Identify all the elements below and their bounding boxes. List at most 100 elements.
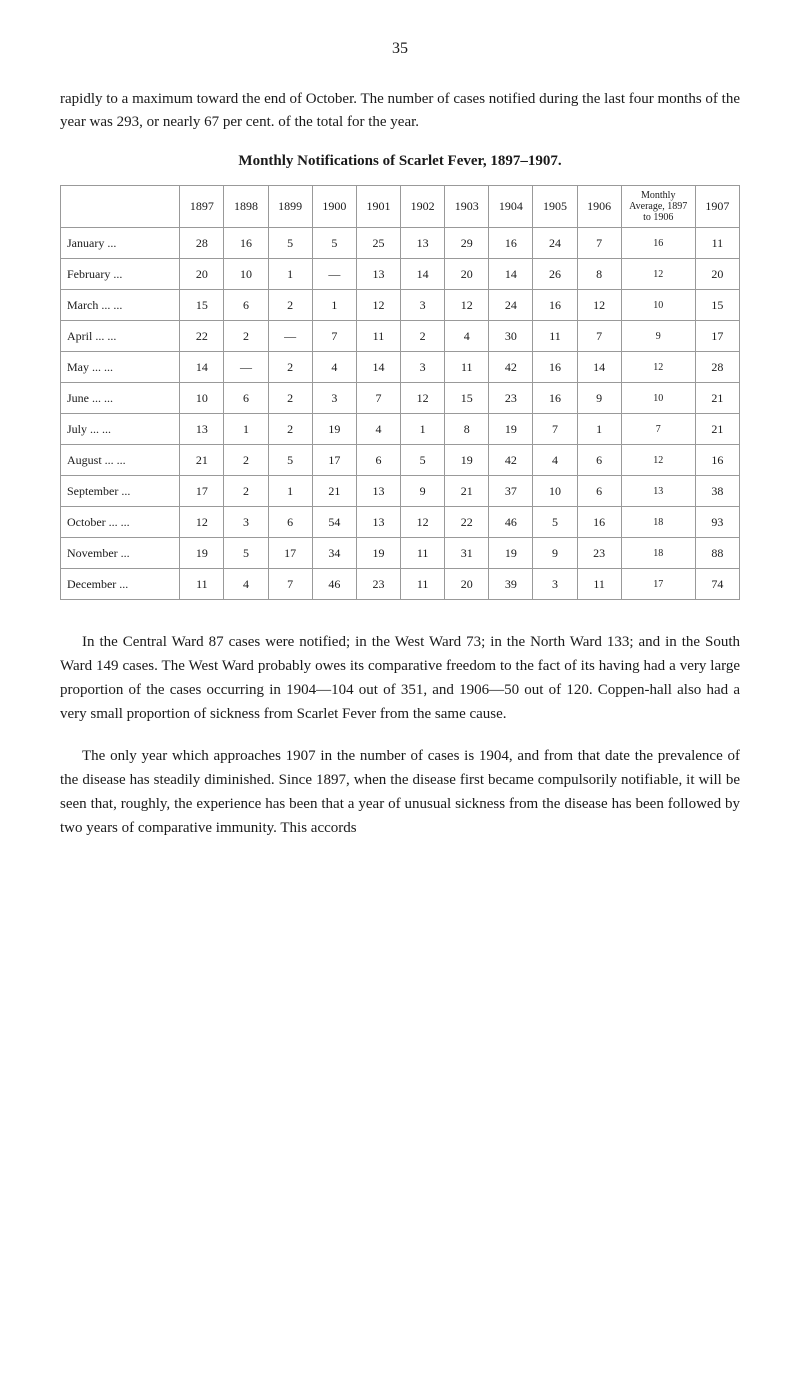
table-cell: 30 [489,321,533,352]
table-cell: 54 [312,507,356,538]
table-cell: 16 [621,228,695,259]
table-cell: 13 [356,259,400,290]
table-cell: 2 [268,352,312,383]
table-cell: 1 [268,259,312,290]
table-title: Monthly Notifications of Scarlet Fever, … [60,153,740,170]
table-cell: 93 [695,507,739,538]
table-cell: 2 [268,414,312,445]
table-cell: 22 [180,321,224,352]
table-cell: 2 [224,321,268,352]
table-cell: 21 [180,445,224,476]
table-row: February ...20101—131420142681220 [61,259,740,290]
table-cell: 1 [268,476,312,507]
col-1905: 1905 [533,186,577,228]
table-row: July ... ...1312194181971721 [61,414,740,445]
table-cell: 4 [445,321,489,352]
table-cell: 46 [312,569,356,600]
table-cell: 12 [577,290,621,321]
table-cell: 42 [489,445,533,476]
table-cell: 10 [224,259,268,290]
table-cell: 31 [445,538,489,569]
table-cell: 17 [180,476,224,507]
table-cell: — [268,321,312,352]
table-cell: 3 [401,290,445,321]
table-cell: 16 [695,445,739,476]
table-cell: 20 [180,259,224,290]
table-cell: 2 [268,383,312,414]
table-cell: 24 [533,228,577,259]
table-cell: 5 [224,538,268,569]
table-cell: 12 [401,507,445,538]
table-cell: 16 [577,507,621,538]
table-cell: 17 [268,538,312,569]
col-1907: 1907 [695,186,739,228]
table-cell: 13 [401,228,445,259]
table-row: April ... ...222—7112430117917 [61,321,740,352]
table-cell: 7 [356,383,400,414]
table-cell: 7 [621,414,695,445]
table-cell: 7 [312,321,356,352]
table-cell: 9 [577,383,621,414]
row-label: August ... ... [61,445,180,476]
table-cell: 16 [533,383,577,414]
table-cell: 88 [695,538,739,569]
table-cell: 4 [224,569,268,600]
col-1902: 1902 [401,186,445,228]
table-cell: 4 [533,445,577,476]
table-cell: 21 [695,383,739,414]
table-cell: 16 [533,352,577,383]
table-cell: 11 [401,538,445,569]
table-cell: 17 [695,321,739,352]
table-cell: 6 [577,476,621,507]
table-cell: 14 [577,352,621,383]
table-cell: 11 [695,228,739,259]
table-cell: 23 [489,383,533,414]
table-cell: 42 [489,352,533,383]
table-cell: 10 [533,476,577,507]
table-cell: 26 [533,259,577,290]
table-cell: 2 [401,321,445,352]
row-label: March ... ... [61,290,180,321]
table-cell: 10 [621,290,695,321]
table-cell: 19 [356,538,400,569]
header-row: 1897 1898 1899 1900 1901 1902 1903 1904 … [61,186,740,228]
table-row: May ... ...14—24143114216141228 [61,352,740,383]
table-cell: 6 [224,383,268,414]
table-row: March ... ...15621123122416121015 [61,290,740,321]
table-cell: 10 [180,383,224,414]
table-cell: 37 [489,476,533,507]
table-cell: 3 [224,507,268,538]
table-cell: 3 [401,352,445,383]
table-cell: 11 [533,321,577,352]
table-cell: 5 [401,445,445,476]
col-1900: 1900 [312,186,356,228]
table-row: August ... ...212517651942461216 [61,445,740,476]
col-avg: Monthly Average, 1897 to 1906 [621,186,695,228]
table-cell: 8 [577,259,621,290]
table-cell: 39 [489,569,533,600]
table-cell: 1 [577,414,621,445]
table-cell: 4 [312,352,356,383]
table-cell: 10 [621,383,695,414]
table-cell: 9 [401,476,445,507]
table-row: December ...114746231120393111774 [61,569,740,600]
table-cell: 23 [356,569,400,600]
col-1899: 1899 [268,186,312,228]
table-cell: 28 [695,352,739,383]
table-cell: 11 [445,352,489,383]
table-cell: 18 [621,538,695,569]
table-cell: 7 [577,321,621,352]
table-cell: 25 [356,228,400,259]
table-cell: 16 [533,290,577,321]
table-cell: 34 [312,538,356,569]
table-cell: 7 [533,414,577,445]
row-label: February ... [61,259,180,290]
table-cell: 20 [445,259,489,290]
table-cell: 13 [356,476,400,507]
col-1897: 1897 [180,186,224,228]
table-cell: 3 [312,383,356,414]
table-cell: 11 [401,569,445,600]
table-cell: 22 [445,507,489,538]
table-cell: 1 [401,414,445,445]
table-cell: 24 [489,290,533,321]
